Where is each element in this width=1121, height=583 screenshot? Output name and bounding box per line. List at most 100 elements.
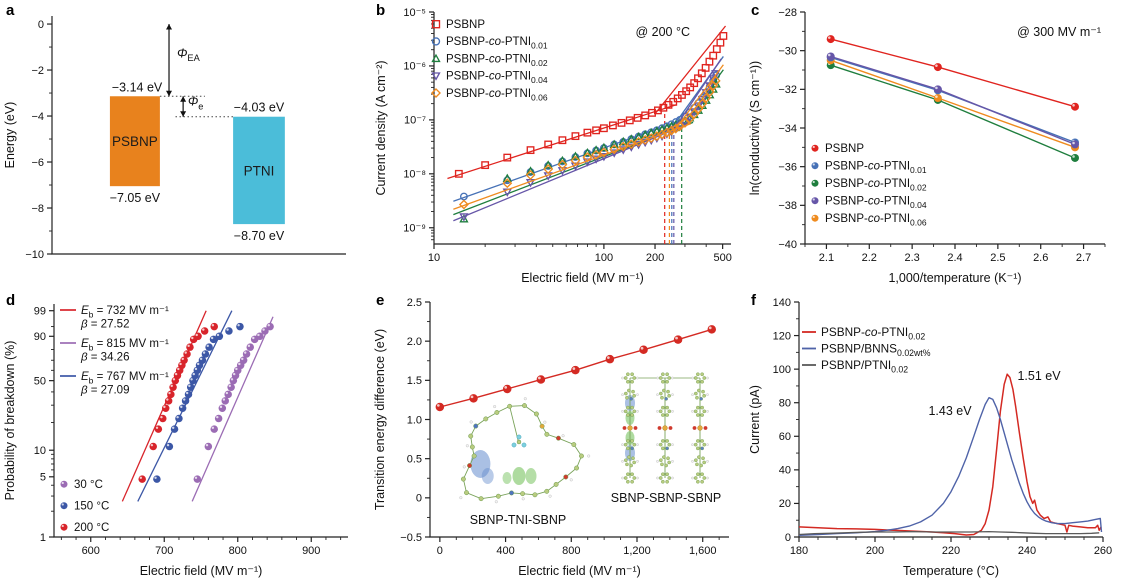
- svg-text:β = 27.09: β = 27.09: [80, 385, 129, 397]
- svg-text:30 °C: 30 °C: [74, 479, 103, 491]
- svg-text:5: 5: [40, 472, 46, 484]
- svg-text:2.4: 2.4: [947, 252, 962, 264]
- svg-text:2.5: 2.5: [407, 297, 422, 309]
- svg-text:0: 0: [416, 493, 422, 505]
- svg-text:PSBNP-co-PTNI0.04: PSBNP-co-PTNI0.04: [446, 71, 548, 85]
- tick-labels: 2.5 2.0 1.5 1.0 0.5 0 −0.5 0 400 800 1,200 1,600: [400, 297, 716, 557]
- axes: [51, 16, 346, 255]
- arrow-label: ΦEA: [177, 46, 201, 63]
- ticks: [425, 301, 720, 542]
- svg-text:10⁻⁸: 10⁻⁸: [403, 169, 426, 181]
- svg-text:1,600: 1,600: [689, 545, 717, 557]
- svg-text:10⁻⁹: 10⁻⁹: [403, 223, 426, 235]
- svg-text:120: 120: [773, 330, 791, 342]
- annotation: @ 200 °C: [635, 25, 690, 39]
- svg-text:β = 34.26: β = 34.26: [80, 352, 129, 364]
- svg-text:1: 1: [40, 532, 46, 544]
- svg-text:2.2: 2.2: [862, 252, 877, 264]
- svg-text:2.3: 2.3: [904, 252, 919, 264]
- svg-text:−36: −36: [778, 161, 797, 173]
- svg-text:0: 0: [437, 545, 443, 557]
- svg-text:140: 140: [773, 297, 791, 309]
- x-axis-label: Electric field (MV m⁻¹): [140, 564, 263, 578]
- svg-text:0: 0: [38, 19, 44, 31]
- svg-text:200: 200: [646, 252, 664, 264]
- panel-e: e 2.5 2.0 1.5 1.0 0.5 0 −0.5 0 400 800 1,200 1,600 E…: [370, 290, 745, 583]
- legend: PSBNP PSBNP-co-PTNI0.01 PSBNP-co-PTNI0.02 P…: [431, 19, 548, 102]
- energy-bar-PSBNP: [109, 96, 160, 187]
- series-PSBNP-co-PTNI-0.06: [453, 64, 724, 210]
- svg-text:900: 900: [302, 545, 320, 557]
- svg-text:10: 10: [428, 252, 440, 264]
- svg-text:200 °C: 200 °C: [74, 522, 109, 534]
- arrow-label: Φe: [188, 95, 204, 112]
- panel-f: f 0 20 40 60 80 100 120 140 180 200 220 240 260 Tempe…: [745, 290, 1121, 583]
- svg-text:PSBNP-co-PTNI0.01: PSBNP-co-PTNI0.01: [446, 36, 548, 50]
- y-axis-label: Transition energy difference (eV): [373, 329, 387, 510]
- svg-text:Eb = 767 MV m⁻¹: Eb = 767 MV m⁻¹: [81, 371, 169, 385]
- ticks: [794, 301, 1104, 542]
- panel-b: b 10⁻⁵ 10⁻⁶ 10⁻⁷ 10⁻⁸ 10⁻⁹ 10 100 200 500 Electri…: [370, 0, 745, 290]
- svg-text:40: 40: [779, 465, 791, 477]
- bar-name: PTNI: [244, 163, 275, 178]
- ticks: [49, 310, 342, 542]
- inset-label: SBNP-SBNP-SBNP: [611, 491, 721, 505]
- svg-text:60: 60: [779, 431, 791, 443]
- svg-text:90: 90: [34, 331, 46, 343]
- svg-text:700: 700: [155, 545, 173, 557]
- legend: PSBNP-co-PTNI0.02PSBNP/BNNS0.02wt%PSBNP/…: [802, 325, 931, 375]
- annotation: 1.43 eV: [928, 404, 972, 418]
- ticks: [800, 11, 1106, 249]
- chart-d: 1 5 10 50 90 99 600 700 800 900 Electric field (MV…: [3, 304, 348, 578]
- svg-text:2.6: 2.6: [1033, 252, 1048, 264]
- annotation: @ 300 MV m⁻¹: [1017, 25, 1101, 39]
- panel-label-e: e: [376, 292, 385, 309]
- svg-text:240: 240: [1018, 545, 1036, 557]
- series-PSBNP-BNNS-0.02wt: [798, 397, 1103, 536]
- series-150C: [137, 310, 244, 502]
- molecule-inset: SBNP-TNI-SBNP: [459, 397, 591, 527]
- svg-text:−6: −6: [31, 157, 44, 169]
- tick-labels: 10⁻⁵ 10⁻⁶ 10⁻⁷ 10⁻⁸ 10⁻⁹ 10 100 200 500: [403, 7, 732, 264]
- orbital-lobes: [470, 450, 537, 485]
- series-200C: [121, 310, 218, 502]
- svg-text:500: 500: [713, 252, 731, 264]
- bar-name: PSBNP: [112, 134, 158, 149]
- series-PSBNP-co-PTNI-0.02: [798, 373, 1102, 536]
- svg-text:PSBNP/PTNI0.02: PSBNP/PTNI0.02: [821, 358, 908, 375]
- svg-text:PSBNP-co-PTNI0.02: PSBNP-co-PTNI0.02: [446, 53, 548, 67]
- svg-text:2.1: 2.1: [819, 252, 834, 264]
- svg-text:50: 50: [34, 375, 46, 387]
- svg-text:220: 220: [942, 545, 960, 557]
- panel-label-b: b: [376, 2, 386, 19]
- x-axis-label: Temperature (°C): [903, 564, 999, 578]
- annotation: 1.51 eV: [1017, 369, 1061, 383]
- panel-label-d: d: [6, 292, 16, 309]
- svg-text:−28: −28: [778, 7, 797, 19]
- series-30C: [191, 316, 274, 502]
- series-PSBNP-PTNI-0.02: [798, 530, 1100, 536]
- y-axis-label: Current (pA): [748, 385, 762, 454]
- series-PSBNP-co-PTNI-0.04: [453, 58, 722, 222]
- svg-text:800: 800: [229, 545, 247, 557]
- svg-text:1.0: 1.0: [407, 414, 422, 426]
- svg-text:100: 100: [595, 252, 613, 264]
- svg-text:Eb = 732 MV m⁻¹: Eb = 732 MV m⁻¹: [81, 305, 169, 319]
- svg-text:400: 400: [496, 545, 514, 557]
- energy-arrow: Φe: [180, 95, 203, 117]
- svg-text:600: 600: [82, 545, 100, 557]
- svg-text:PSBNP-co-PTNI0.06: PSBNP-co-PTNI0.06: [825, 213, 927, 227]
- svg-text:260: 260: [1094, 545, 1112, 557]
- svg-text:200: 200: [866, 545, 884, 557]
- series-PSBNP-co-PTNI-0.02: [826, 61, 1079, 162]
- svg-text:20: 20: [779, 498, 791, 510]
- panel-d: d 1 5 10 50 90 99 600 700 800 900 Electric field (…: [0, 290, 370, 583]
- svg-text:−34: −34: [778, 123, 797, 135]
- chart-f: 0 20 40 60 80 100 120 140 180 200 220 240 260 Tempera…: [748, 297, 1112, 578]
- svg-text:PSBNP-co-PTNI0.06: PSBNP-co-PTNI0.06: [446, 88, 548, 102]
- svg-text:−32: −32: [778, 84, 797, 96]
- svg-text:−30: −30: [778, 45, 797, 57]
- x-axis-label: 1,000/temperature (K⁻¹): [888, 271, 1021, 285]
- svg-text:1.5: 1.5: [407, 375, 422, 387]
- svg-text:180: 180: [790, 545, 808, 557]
